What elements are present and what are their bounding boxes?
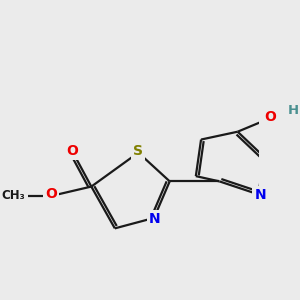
- Text: N: N: [254, 188, 266, 202]
- Text: S: S: [134, 144, 143, 158]
- Text: CH₃: CH₃: [2, 189, 26, 202]
- Text: O: O: [264, 110, 276, 124]
- Text: H: H: [287, 104, 298, 117]
- Text: N: N: [149, 212, 160, 226]
- Text: O: O: [66, 144, 78, 158]
- Text: O: O: [45, 187, 57, 201]
